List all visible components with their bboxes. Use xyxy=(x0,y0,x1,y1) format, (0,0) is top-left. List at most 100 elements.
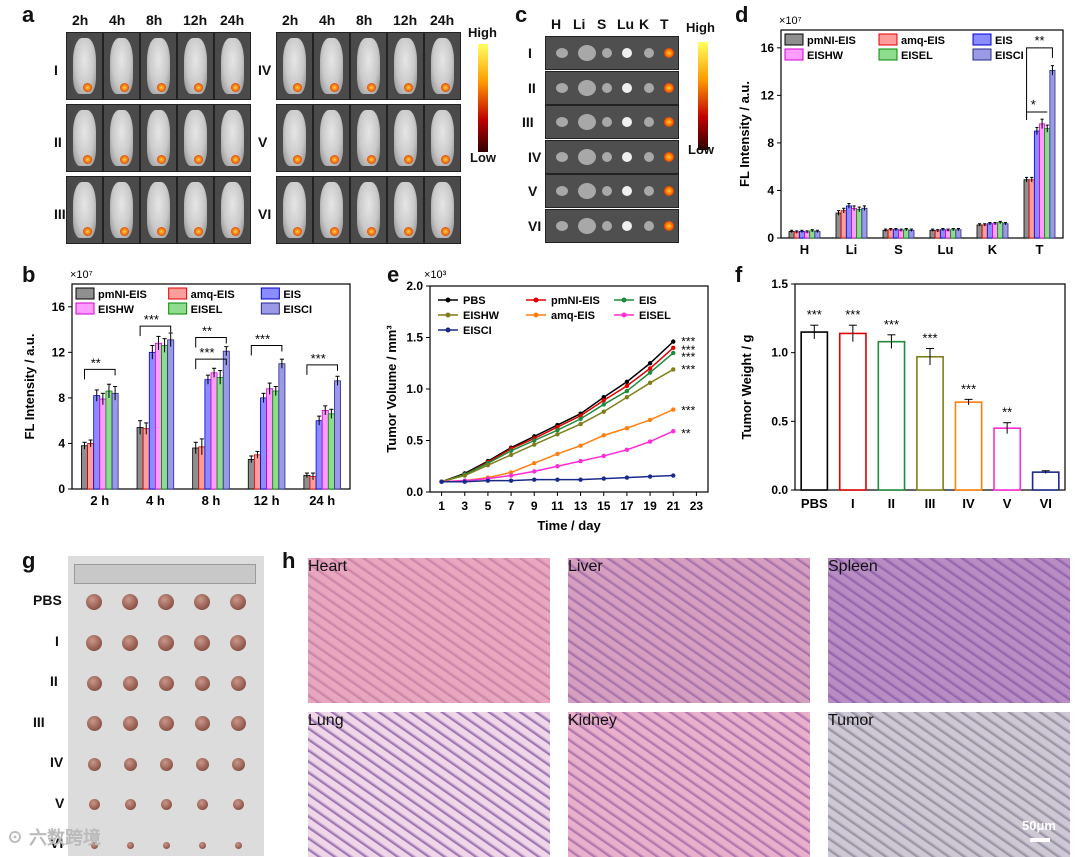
mouse-image xyxy=(313,176,350,244)
bar xyxy=(247,458,255,490)
tumor xyxy=(234,841,242,849)
data-point xyxy=(555,477,560,482)
y-tick-label: 16 xyxy=(52,300,66,314)
significance-label: *** xyxy=(681,343,695,357)
data-point xyxy=(508,452,514,458)
x-tick-label: 12 h xyxy=(254,493,280,508)
timepoint-label: 12h xyxy=(393,12,418,28)
mouse-silhouette xyxy=(73,110,96,166)
bar xyxy=(955,229,962,239)
bar xyxy=(1031,471,1060,491)
data-point xyxy=(578,413,583,418)
x-tick-label: 11 xyxy=(551,499,564,513)
legend-marker xyxy=(533,297,539,303)
x-tick-label: II xyxy=(888,496,895,511)
panel-label-g: g xyxy=(22,548,36,573)
histology-image: Kidney xyxy=(568,712,810,857)
organ-blob xyxy=(622,48,632,58)
panel-label-f: f xyxy=(735,262,743,287)
colorbar-a-low: Low xyxy=(470,150,496,165)
scale-bar xyxy=(1030,838,1050,842)
mouse-image xyxy=(103,176,140,244)
legend-label: pmNI-EIS xyxy=(807,35,856,47)
mouse-silhouette xyxy=(283,182,306,238)
fluorescence-spot xyxy=(157,83,166,92)
group-label: III xyxy=(522,114,534,130)
bar xyxy=(142,428,150,490)
bar xyxy=(1044,128,1051,239)
x-tick-label: IV xyxy=(962,496,975,511)
timepoint-label: 8h xyxy=(146,12,163,28)
mouse-silhouette xyxy=(394,38,417,94)
legend-swatch xyxy=(878,33,898,46)
legend-label: PBS xyxy=(463,295,486,307)
mouse-silhouette xyxy=(320,182,343,238)
fluorescence-spot xyxy=(194,83,203,92)
chart-b: 0 4 8 12 16 ×10⁷ FL Intensity / a.u. 2 h 4 h 8 h 1… xyxy=(22,269,351,508)
bar xyxy=(993,427,1022,491)
data-point xyxy=(601,453,606,459)
mouse-silhouette xyxy=(283,38,306,94)
row-label: PBS xyxy=(33,592,62,608)
mouse-silhouette xyxy=(73,182,96,238)
legend-swatch xyxy=(784,33,804,46)
bar xyxy=(856,209,863,239)
y-tick-label: 1.0 xyxy=(406,382,423,396)
data-point xyxy=(508,448,514,453)
bar xyxy=(877,340,906,491)
legend-label: EISCI xyxy=(463,325,492,337)
histology-image: Lung xyxy=(308,712,550,857)
organ-blob xyxy=(622,82,632,93)
fluorescence-spot xyxy=(231,227,240,236)
tumor xyxy=(90,841,98,849)
tumor xyxy=(230,716,246,731)
fluorescence-spot xyxy=(330,83,339,92)
data-point xyxy=(647,370,653,375)
mouse-image xyxy=(313,32,350,100)
bar xyxy=(903,229,910,239)
legend-swatch xyxy=(878,48,898,61)
tumor xyxy=(196,799,208,810)
axis-multiplier: ×10³ xyxy=(424,269,447,281)
data-point xyxy=(532,469,537,474)
data-point xyxy=(462,479,467,484)
bar xyxy=(950,229,957,239)
timepoint-label: 4h xyxy=(319,12,336,28)
significance-label: *** xyxy=(845,307,860,322)
y-axis-label: FL Intensity / a.u. xyxy=(22,334,37,440)
legend-label: EISHW xyxy=(807,50,844,62)
data-point xyxy=(555,451,560,457)
legend-label: EIS xyxy=(995,35,1013,47)
organ-blob xyxy=(556,186,568,196)
mouse-image xyxy=(313,104,350,172)
colorbar-c-low: Low xyxy=(688,142,714,157)
bar xyxy=(321,410,329,490)
organ-blob xyxy=(644,186,654,196)
watermark: ☉ 六数跨境 xyxy=(6,828,102,848)
mouse-image xyxy=(350,32,387,100)
mouse-image xyxy=(66,32,103,100)
fluorescence-spot xyxy=(441,83,450,92)
organ-blob xyxy=(602,117,612,127)
data-point xyxy=(485,478,491,483)
bar xyxy=(192,447,200,490)
group-label: IV xyxy=(258,62,272,78)
fluorescence-spot xyxy=(83,155,92,164)
y-tick-label: 1.5 xyxy=(771,277,788,291)
mouse-silhouette xyxy=(394,110,417,166)
x-tick-label: 9 xyxy=(531,499,538,513)
tumor xyxy=(230,634,246,651)
bar xyxy=(845,205,852,239)
data-point xyxy=(578,421,583,427)
tumor xyxy=(159,757,173,771)
data-point xyxy=(532,477,537,482)
organ-blob xyxy=(602,151,612,162)
plot-frame xyxy=(780,29,1064,239)
mouse-image xyxy=(276,104,313,172)
data-point xyxy=(532,442,537,447)
group-label: IV xyxy=(528,148,542,165)
group-label: I xyxy=(528,45,532,61)
data-point xyxy=(647,474,653,479)
y-tick-label: 1.5 xyxy=(406,331,423,345)
data-point xyxy=(462,473,467,478)
